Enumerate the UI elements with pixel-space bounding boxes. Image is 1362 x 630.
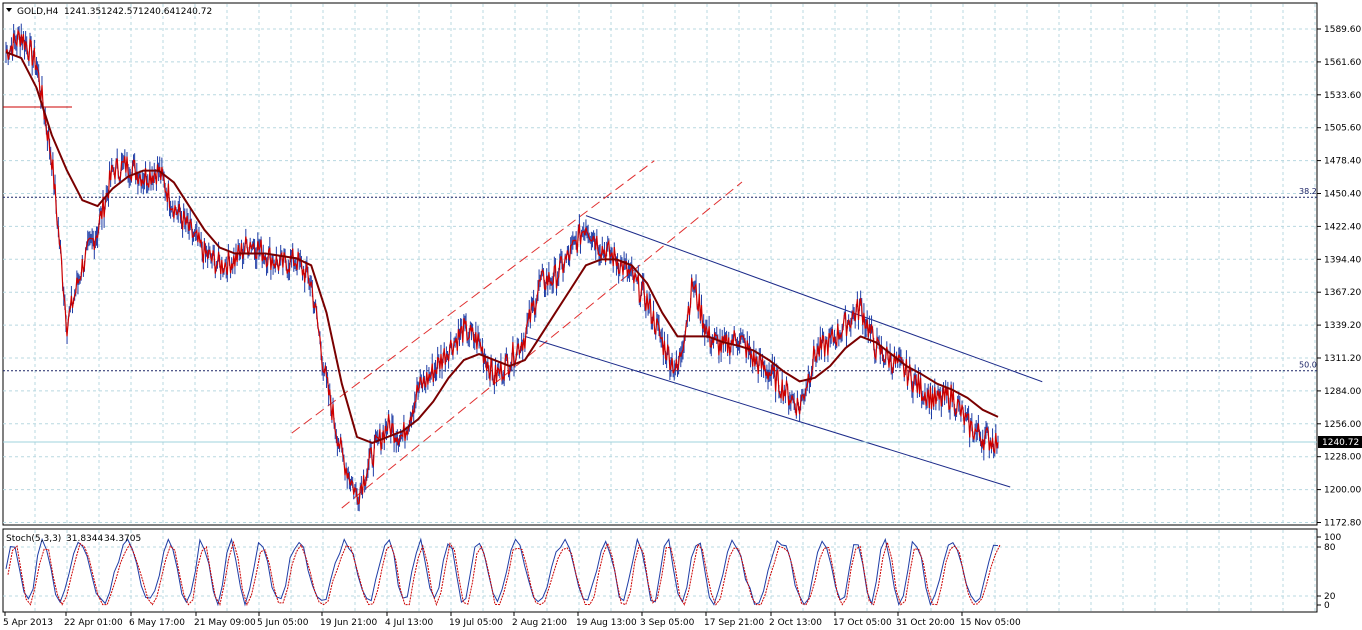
stochastic-axis-label: 80 <box>1324 543 1336 553</box>
time-axis-label: 19 Jul 05:00 <box>449 618 503 628</box>
current-price-value: 1240.72 <box>1322 438 1359 448</box>
price-axis-label: 1256.00 <box>1324 420 1361 430</box>
time-axis-label: 21 May 09:00 <box>194 618 256 628</box>
price-axis-label: 1505.60 <box>1324 124 1361 134</box>
stochastic-axis-label: 20 <box>1324 592 1336 602</box>
time-axis[interactable]: 5 Apr 2013 22 Apr 01:00 6 May 17:00 21 May … <box>3 612 1021 628</box>
ohlc-open: 1241.35 <box>64 7 101 17</box>
time-axis-label: 5 Apr 2013 <box>3 618 53 628</box>
price-close-line <box>5 28 999 505</box>
current-price-tag: 1240.72 <box>1318 436 1362 448</box>
stochastic-label: Stoch(5,3,3) <box>6 534 61 544</box>
price-axis-label: 1394.40 <box>1324 255 1361 265</box>
time-axis-label: 31 Oct 20:00 <box>896 618 955 628</box>
price-axis-label: 1367.20 <box>1324 288 1361 298</box>
time-axis-label: 15 Nov 05:00 <box>960 618 1021 628</box>
time-axis-label: 4 Jul 13:00 <box>385 618 434 628</box>
symbol-header[interactable]: GOLD,H4 1241.35 1242.57 1240.64 1240.72 <box>6 7 212 17</box>
time-axis-label: 3 Sep 05:00 <box>640 618 695 628</box>
fib-level-label: 50.0 <box>1299 361 1317 370</box>
time-axis-label: 22 Apr 01:00 <box>64 618 123 628</box>
price-axis-label: 1284.00 <box>1324 387 1361 397</box>
fibonacci-levels: 38.2 50.0 <box>3 187 1317 372</box>
main-grid <box>3 4 1317 524</box>
ohlc-close: 1240.72 <box>175 7 212 17</box>
time-axis-label: 6 May 17:00 <box>129 618 185 628</box>
price-axis-label: 1589.60 <box>1324 25 1361 35</box>
down-channel-lower-line[interactable] <box>524 335 1011 488</box>
stochastic-series <box>5 537 1001 607</box>
time-axis-label: 2 Aug 21:00 <box>512 618 567 628</box>
up-channel-lower-line[interactable] <box>341 181 743 509</box>
up-channel-upper-line[interactable] <box>291 160 655 434</box>
trend-channels[interactable] <box>291 160 1043 509</box>
price-axis-label: 1422.40 <box>1324 222 1361 232</box>
stochastic-main-line <box>5 537 999 607</box>
stochastic-axis-label: 0 <box>1324 601 1330 611</box>
moving-average-series <box>5 51 999 444</box>
price-axis-label: 1200.00 <box>1324 486 1361 496</box>
ohlc-high: 1242.57 <box>101 7 138 17</box>
stochastic-axis-label: 100 <box>1324 533 1341 543</box>
price-axis-label: 1311.20 <box>1324 354 1361 364</box>
main-chart-frame[interactable] <box>2 2 1318 526</box>
price-axis-label: 1450.40 <box>1324 190 1361 200</box>
ohlc-low: 1240.64 <box>138 7 175 17</box>
price-axis-label: 1478.40 <box>1324 157 1361 167</box>
price-axis-label: 1228.00 <box>1324 453 1361 463</box>
fib-level-label: 38.2 <box>1299 187 1317 196</box>
stochastic-signal-value: 34.3705 <box>104 534 141 544</box>
price-axis-label: 1339.20 <box>1324 321 1361 331</box>
moving-average-line <box>5 51 999 444</box>
time-axis-label: 19 Jun 21:00 <box>320 618 377 628</box>
price-axis-label: 1172.80 <box>1324 519 1361 529</box>
price-series <box>5 23 999 512</box>
time-axis-label: 17 Sep 21:00 <box>704 618 764 628</box>
time-axis-label: 5 Jun 05:00 <box>257 618 309 628</box>
price-axis[interactable]: 1589.60 1561.60 1533.60 1505.60 1478.40 1450.… <box>1317 25 1361 529</box>
stochastic-main-value: 31.8344 <box>66 534 103 544</box>
time-axis-label: 2 Oct 13:00 <box>769 618 822 628</box>
time-axis-label: 19 Aug 13:00 <box>576 618 637 628</box>
price-axis-label: 1561.60 <box>1324 58 1361 68</box>
down-channel-upper-line[interactable] <box>585 215 1043 383</box>
time-axis-label: 17 Oct 05:00 <box>833 618 892 628</box>
current-price-box <box>1318 436 1362 448</box>
dropdown-triangle-icon[interactable] <box>6 8 12 12</box>
price-axis-label: 1533.60 <box>1324 91 1361 101</box>
stochastic-header: Stoch(5,3,3) 31.8344 34.3705 <box>6 534 141 544</box>
symbol-name: GOLD,H4 <box>17 7 59 17</box>
